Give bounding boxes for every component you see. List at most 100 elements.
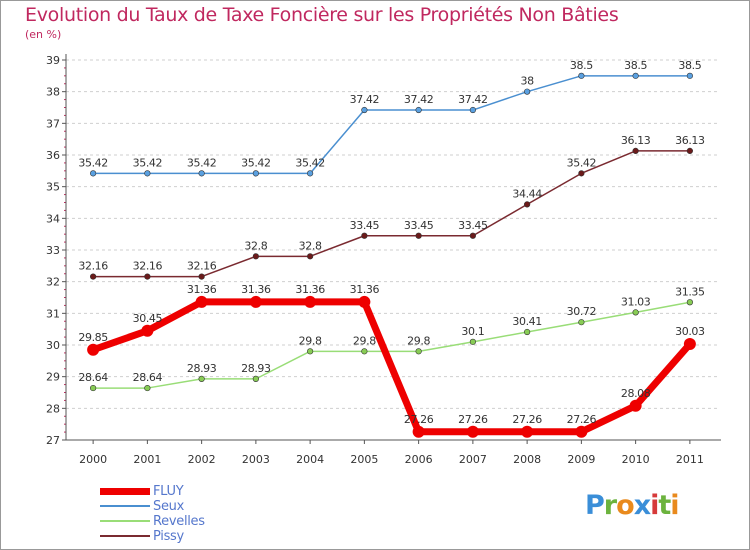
data-point-pissy (361, 232, 368, 239)
logo-letter: x (633, 490, 651, 521)
data-label-pissy: 32.16 (133, 260, 163, 273)
series-line-pissy (92, 150, 691, 278)
data-label-seux: 37.42 (458, 93, 488, 106)
x-tick-label: 2005 (350, 453, 378, 466)
data-label-seux: 38.5 (678, 59, 701, 72)
data-label-revelles: 30.1 (461, 325, 484, 338)
data-point-revelles (632, 309, 639, 316)
y-tick-label: 37 (46, 117, 60, 130)
data-point-fluy (87, 343, 100, 356)
data-point-revelles (578, 319, 585, 326)
data-point-pissy (307, 253, 314, 260)
data-point-pissy (469, 232, 476, 239)
data-point-pissy (90, 273, 97, 280)
data-label-seux: 38.5 (570, 59, 593, 72)
data-label-pissy: 34.44 (512, 187, 542, 200)
data-point-seux (252, 170, 259, 177)
chart-title: Evolution du Taux de Taxe Foncière sur l… (25, 4, 619, 26)
data-label-seux: 35.42 (78, 156, 108, 169)
data-point-pissy (144, 273, 151, 280)
x-tick-label: 2003 (242, 453, 270, 466)
data-point-pissy (686, 147, 693, 154)
x-tick-label: 2008 (513, 453, 541, 466)
data-point-revelles (198, 375, 205, 382)
data-label-revelles: 31.35 (675, 285, 705, 298)
data-point-seux (686, 72, 693, 79)
legend-label-revelles: Revelles (153, 514, 205, 529)
legend-label-pissy: Pissy (153, 529, 184, 544)
data-label-revelles: 31.03 (621, 295, 651, 308)
data-label-seux: 37.42 (404, 93, 434, 106)
data-point-seux (578, 72, 585, 79)
y-tick-label: 36 (46, 149, 60, 162)
data-point-fluy (412, 425, 425, 438)
data-point-revelles (361, 348, 368, 355)
data-label-fluy: 27.26 (404, 413, 434, 426)
data-point-fluy (466, 425, 479, 438)
y-tick-label: 34 (46, 212, 60, 225)
legend-swatch-revelles (100, 520, 150, 522)
data-point-pissy (198, 273, 205, 280)
unit-label: (en %) (25, 28, 62, 41)
data-point-pissy (415, 232, 422, 239)
legend-swatch-seux (100, 505, 150, 507)
x-tick-label: 2009 (567, 453, 595, 466)
data-point-revelles (252, 375, 259, 382)
data-point-revelles (307, 348, 314, 355)
data-label-revelles: 29.8 (353, 334, 376, 347)
data-point-seux (632, 72, 639, 79)
x-tick-label: 2007 (459, 453, 487, 466)
y-tick-label: 38 (46, 86, 60, 99)
data-label-pissy: 32.8 (244, 239, 267, 252)
data-point-pissy (252, 253, 259, 260)
x-tick-label: 2004 (296, 453, 324, 466)
data-point-seux (469, 106, 476, 114)
logo-letter: i (650, 490, 659, 521)
data-label-fluy: 28.08 (621, 387, 651, 400)
y-tick-label: 35 (46, 181, 60, 194)
data-point-revelles (415, 348, 422, 355)
data-point-seux (524, 88, 531, 95)
legend-swatch-fluy (100, 488, 150, 495)
logo-letter: i (670, 490, 679, 521)
legend-swatch-pissy (100, 535, 150, 537)
data-label-fluy: 27.26 (567, 413, 597, 426)
data-label-revelles: 28.64 (78, 371, 108, 384)
data-point-revelles (524, 328, 531, 336)
data-label-pissy: 36.13 (675, 134, 705, 147)
x-tick-label: 2006 (405, 453, 433, 466)
data-label-seux: 38 (521, 75, 535, 88)
y-tick-label: 28 (46, 402, 60, 415)
data-point-revelles (469, 338, 476, 345)
data-point-seux (361, 106, 368, 114)
data-point-seux (90, 170, 97, 177)
data-label-revelles: 28.93 (241, 362, 271, 375)
data-point-revelles (144, 384, 151, 392)
data-label-pissy: 33.45 (458, 219, 488, 232)
y-tick-label: 30 (46, 339, 60, 352)
legend-label-seux: Seux (153, 499, 184, 514)
data-point-revelles (686, 299, 693, 306)
data-label-fluy: 27.26 (458, 413, 488, 426)
data-point-fluy (629, 399, 642, 412)
data-point-fluy (575, 425, 588, 438)
data-label-fluy: 29.85 (78, 331, 108, 344)
data-label-seux: 37.42 (350, 93, 380, 106)
data-label-pissy: 36.13 (621, 134, 651, 147)
data-point-pissy (578, 170, 585, 177)
data-label-fluy: 31.36 (187, 283, 217, 296)
x-tick-label: 2002 (188, 453, 216, 466)
data-point-seux (144, 170, 151, 177)
data-label-pissy: 32.8 (299, 239, 322, 252)
data-label-seux: 35.42 (133, 156, 163, 169)
x-tick-label: 2001 (133, 453, 161, 466)
proxiti-logo: Proxiti (585, 490, 680, 521)
data-point-seux (415, 106, 422, 114)
data-point-fluy (683, 338, 696, 351)
data-point-fluy (358, 295, 371, 308)
data-label-seux: 35.42 (295, 156, 325, 169)
data-label-seux: 35.42 (241, 156, 271, 169)
data-label-pissy: 33.45 (350, 219, 380, 232)
logo-letter: P (585, 490, 605, 521)
data-label-seux: 35.42 (187, 156, 217, 169)
